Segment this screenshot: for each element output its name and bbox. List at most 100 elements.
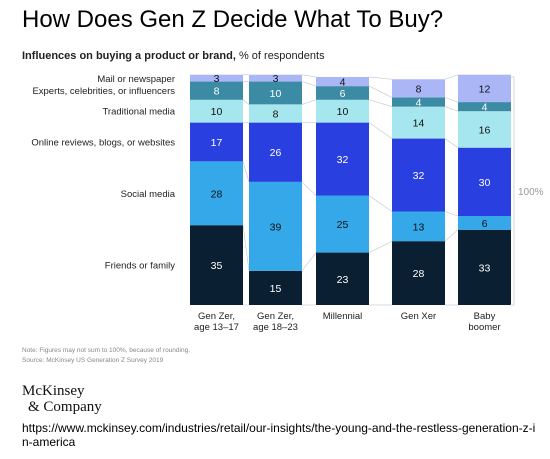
- bar-segment: [249, 122, 302, 182]
- legend-label: Social media: [121, 189, 176, 200]
- stacked-bar-chart: 3528171083153926810323253210642813321448…: [31, 73, 544, 333]
- bar-segment: [190, 161, 243, 226]
- source-url[interactable]: https://www.mckinsey.com/industries/reta…: [22, 421, 536, 449]
- connector-line: [301, 252, 317, 272]
- data-label: 26: [270, 147, 282, 159]
- bar-segment: [458, 74, 511, 103]
- data-label: 3: [214, 73, 220, 85]
- chart-title: How Does Gen Z Decide What To Buy?: [22, 6, 444, 33]
- connector-line: [368, 76, 393, 80]
- legend-label: Mail or newspaper: [97, 74, 175, 85]
- subtitle-unit: % of respondents: [235, 50, 325, 62]
- bar-segment: [392, 241, 445, 305]
- category-label: Baby: [474, 311, 496, 322]
- legend-label: Experts, celebrities, or influencers: [32, 86, 175, 97]
- connector-line: [242, 161, 250, 182]
- data-label: 23: [337, 274, 349, 286]
- total-bracket: [510, 76, 515, 306]
- logo-line-2: & Company: [28, 399, 102, 415]
- data-label: 6: [340, 88, 346, 100]
- data-label: 13: [413, 221, 425, 233]
- category-label: Gen Zer,: [198, 311, 235, 322]
- total-label: 100%: [518, 187, 544, 198]
- bar-segment: [458, 229, 511, 305]
- category-label: Millennial: [323, 311, 363, 322]
- bar-segment: [316, 86, 369, 100]
- bar-segment: [392, 138, 445, 212]
- data-label: 28: [413, 268, 425, 280]
- chart-source: Source: McKinsey US Generation Z Survey …: [22, 357, 164, 364]
- data-label: 6: [482, 218, 488, 230]
- connector-line: [368, 195, 393, 212]
- bar-segment: [316, 122, 369, 196]
- connector-line: [242, 225, 250, 271]
- bar-segment: [392, 97, 445, 107]
- bar-segment: [190, 99, 243, 123]
- bar-segment: [249, 270, 302, 305]
- connector-line: [301, 81, 317, 87]
- data-label: 32: [413, 170, 425, 182]
- category-label: Gen Zer,: [257, 311, 294, 322]
- data-label: 8: [214, 86, 220, 98]
- connector-line: [368, 122, 393, 139]
- data-label: 4: [416, 97, 422, 109]
- connector-line: [301, 99, 317, 105]
- category-label: Gen Xer: [401, 311, 436, 322]
- legend-label: Friends or family: [105, 261, 175, 272]
- bar-segment: [458, 147, 511, 217]
- data-label: 33: [479, 262, 491, 274]
- connector-line: [301, 74, 317, 78]
- connector-line: [368, 99, 393, 107]
- bar-segment: [316, 252, 369, 305]
- data-label: 12: [479, 83, 491, 95]
- data-label: 25: [337, 219, 349, 231]
- bar-segment: [316, 77, 369, 87]
- data-label: 10: [337, 106, 349, 118]
- data-label: 32: [337, 154, 349, 166]
- legend-label: Traditional media: [102, 107, 175, 118]
- category-label: age 18–23: [253, 322, 298, 333]
- logo-line-1: McKinsey: [22, 383, 85, 399]
- bar-segment: [249, 81, 302, 105]
- mckinsey-logo: McKinsey & Company: [22, 383, 102, 415]
- data-label: 10: [270, 88, 282, 100]
- chart-note: Note: Figures may not sum to 100%, becau…: [22, 347, 191, 354]
- connector-line: [444, 97, 459, 103]
- bar-segment: [458, 216, 511, 230]
- bar-segment: [392, 106, 445, 139]
- data-label: 8: [416, 83, 422, 95]
- data-label: 16: [479, 124, 491, 136]
- bar-segment: [190, 74, 243, 82]
- bar-segment: [392, 211, 445, 242]
- chart-subtitle: Influences on buying a product or brand,…: [22, 50, 325, 62]
- connector-line: [368, 85, 393, 98]
- data-label: 17: [211, 137, 223, 149]
- connector-line: [444, 211, 459, 217]
- bar-segment: [458, 102, 511, 112]
- data-label: 8: [273, 108, 279, 120]
- data-label: 10: [211, 106, 223, 118]
- data-label: 30: [479, 177, 491, 189]
- bar-segment: [190, 225, 243, 305]
- bar-segment: [249, 181, 302, 271]
- bar-segment: [458, 111, 511, 148]
- legend-label: Online reviews, blogs, or websites: [31, 137, 175, 148]
- category-label: age 13–17: [194, 322, 239, 333]
- bar-segment: [190, 81, 243, 100]
- data-label: 15: [270, 283, 282, 295]
- connector-line: [368, 240, 393, 253]
- bar-segment: [190, 122, 243, 162]
- data-label: 4: [340, 77, 346, 89]
- subtitle-bold: Influences on buying a product or brand,: [22, 50, 236, 62]
- data-label: 39: [270, 221, 282, 233]
- connector-line: [444, 229, 459, 242]
- connector-line: [444, 138, 459, 148]
- data-label: 14: [413, 118, 425, 130]
- connector-line: [301, 181, 317, 196]
- connector-line: [242, 99, 250, 105]
- bar-segment: [316, 99, 369, 123]
- connector-line: [444, 74, 459, 80]
- bar-segment: [316, 195, 369, 253]
- bar-segment: [249, 74, 302, 82]
- data-label: 4: [482, 102, 488, 114]
